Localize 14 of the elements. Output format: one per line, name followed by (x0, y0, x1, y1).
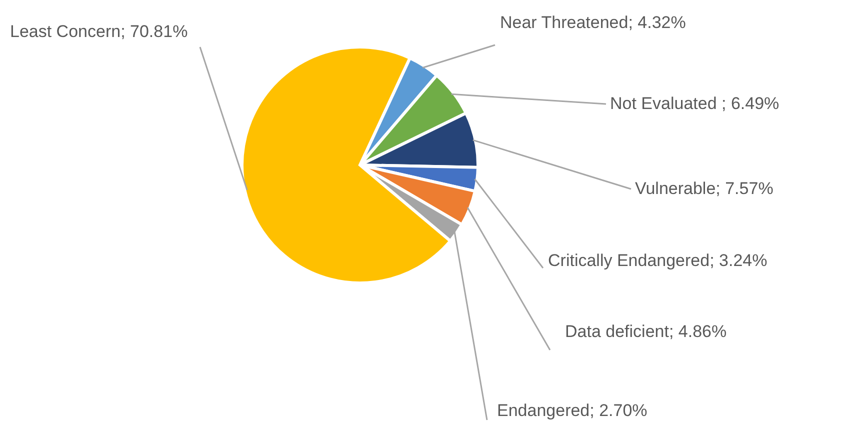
data-label: ; 6.49% (716, 94, 780, 113)
slice-label: Critically Endangered (548, 251, 710, 270)
slice-label: Data deficient (565, 322, 670, 341)
data-label: ; 3.24% (710, 251, 768, 270)
data-label: ; 4.86% (668, 322, 727, 341)
slice-label: Not Evaluated (610, 94, 717, 113)
data-label: ; 4.32% (628, 13, 686, 32)
slice-label: Near Threatened (500, 13, 628, 32)
slice-label: Vulnerable (635, 179, 716, 198)
slice-label: Least Concern (10, 22, 121, 41)
data-label: ; 7.57% (716, 179, 774, 198)
data-label: ; 70.81% (120, 22, 188, 41)
slice-label: Endangered (497, 401, 590, 420)
data-label: ; 2.70% (590, 401, 648, 420)
